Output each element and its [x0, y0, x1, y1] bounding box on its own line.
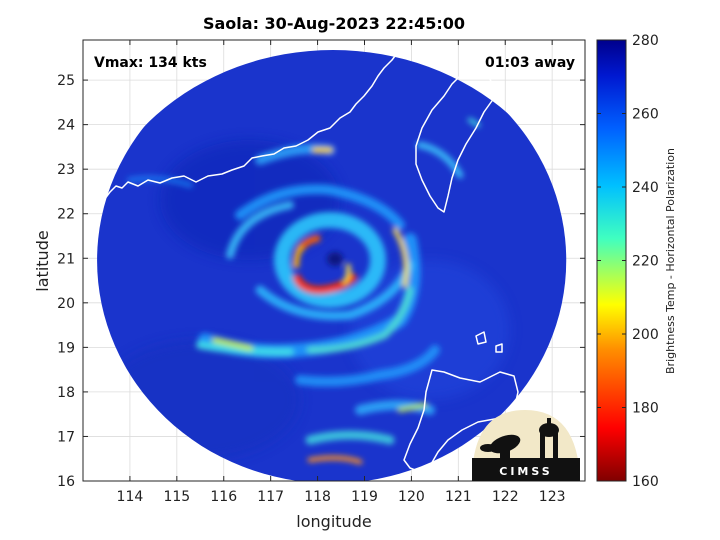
colorbar-tick-label: 280: [632, 33, 659, 49]
colorbar-tick-label: 220: [632, 254, 659, 270]
eyewall: [274, 212, 386, 308]
cimss-logo-text: CIMSS: [499, 465, 552, 478]
x-tick-label: 120: [398, 489, 425, 505]
x-tick-label: 123: [539, 489, 566, 505]
batanes-islands: [495, 343, 503, 353]
colorbar-tick-label: 180: [632, 401, 659, 417]
time-offset-annotation: 01:03 away: [485, 55, 575, 71]
colorbar-label: Brightness Temp - Horizontal Polarizatio…: [664, 148, 677, 374]
colorbar-scale: [596, 39, 627, 482]
y-tick-label: 18: [57, 385, 75, 401]
y-tick-label: 17: [57, 429, 75, 445]
coastlines: [83, 45, 519, 473]
y-tick-label: 23: [57, 162, 75, 178]
outer-rain-bands: [127, 117, 481, 465]
y-tick-label: 16: [57, 474, 75, 490]
x-tick-label: 119: [351, 489, 378, 505]
luzon-coastline: [403, 369, 519, 473]
x-tick-label: 114: [117, 489, 144, 505]
y-axis: 16 17 18 19 20 21 22 23 24 25: [57, 73, 585, 490]
axes-frame: [82, 39, 586, 482]
taiwan-coastline: [415, 71, 495, 213]
colorbar-tick-label: 160: [632, 474, 659, 490]
x-tick-label: 122: [492, 489, 519, 505]
x-tick-label: 116: [210, 489, 237, 505]
y-tick-label: 22: [57, 207, 75, 223]
colorbar-tick-label: 260: [632, 107, 659, 123]
colorbar-tick-label: 200: [632, 327, 659, 343]
x-axis-label: longitude: [296, 512, 371, 531]
chart-title: Saola: 30-Aug-2023 22:45:00: [203, 14, 465, 33]
x-axis: 114 115 116 117 118 119 120 121 122 123: [117, 40, 566, 505]
y-tick-label: 20: [57, 296, 75, 312]
cimss-logo: CIMSS: [472, 410, 580, 481]
babuyan-islands: [475, 331, 487, 345]
colorbar-tick-label: 240: [632, 180, 659, 196]
y-axis-label: latitude: [33, 230, 52, 291]
y-tick-label: 24: [57, 118, 75, 134]
china-coastline: [83, 45, 405, 213]
colorbar-ticks: 160 180 200 220 240 260 280: [597, 33, 659, 490]
x-tick-label: 121: [445, 489, 472, 505]
x-tick-label: 117: [257, 489, 284, 505]
y-tick-label: 19: [57, 340, 75, 356]
vmax-annotation: Vmax: 134 kts: [94, 55, 207, 71]
x-tick-label: 118: [304, 489, 331, 505]
y-tick-label: 25: [57, 73, 75, 89]
colorbar: 160 180 200 220 240 260 280 Brightness Temp - …: [596, 33, 677, 490]
x-tick-label: 115: [163, 489, 190, 505]
y-tick-label: 21: [57, 251, 75, 267]
